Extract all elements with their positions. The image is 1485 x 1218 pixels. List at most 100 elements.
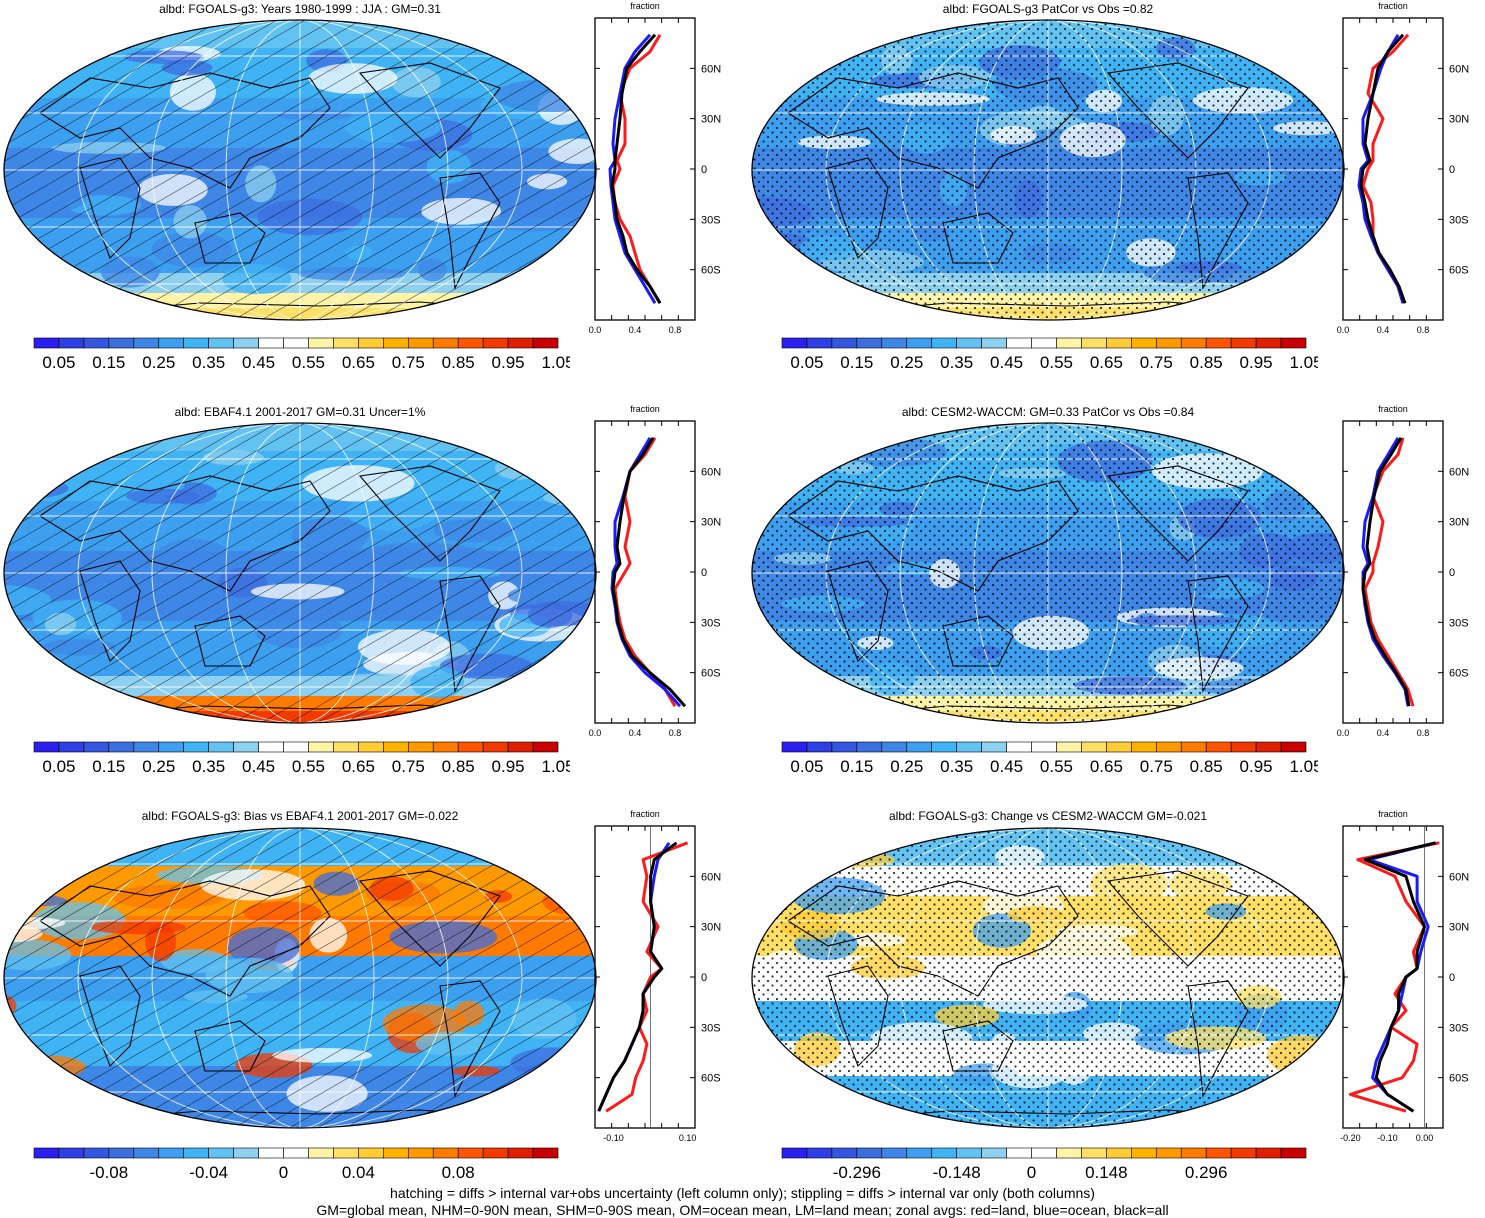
x-tick-label: 0.8 — [1417, 325, 1430, 335]
zonal-plot-3: fraction 60N 30N 0 30S 60S 0.0 0.4 0.8 — [589, 404, 721, 738]
zonal-axis-title: fraction — [1378, 1, 1408, 11]
panel-title-4: albd: CESM2-WACCM: GM=0.33 PatCor vs Obs… — [901, 405, 1195, 419]
colorbar-label: 0.04 — [342, 1163, 375, 1182]
colorbar-label: 0.65 — [1090, 757, 1123, 776]
map-panel-6 — [751, 827, 1345, 1129]
zonal-series-ocean — [610, 437, 682, 708]
colorbar-label: 1.05 — [1289, 757, 1318, 776]
colorbar-label: 0.35 — [192, 353, 225, 372]
x-tick-label: 0.0 — [1337, 728, 1350, 738]
zonal-series-ocean — [1367, 841, 1436, 1113]
lat-tick-label: 30N — [1449, 517, 1469, 529]
zonal-axis-title: fraction — [630, 404, 660, 414]
zonal-axis-title: fraction — [630, 1, 660, 11]
x-tick-label: -0.20 — [1340, 1133, 1361, 1143]
zonal-series-ocean — [608, 33, 657, 304]
colorbar-label: 0.05 — [42, 353, 75, 372]
colorbar-label: 0.45 — [990, 353, 1023, 372]
colorbar-label: 0.95 — [1240, 757, 1273, 776]
lat-tick-label: 60S — [701, 1073, 721, 1085]
colorbar-label: 0.25 — [890, 757, 923, 776]
x-tick-label: 0.00 — [1416, 1133, 1434, 1143]
colorbar-label: 1.05 — [541, 757, 570, 776]
colorbar-6: -0.296 -0.148 0 0.148 0.296 — [781, 1147, 1307, 1182]
colorbar-label: 0.85 — [1190, 757, 1223, 776]
colorbar-3: 0.05 0.15 0.25 0.35 0.45 0.55 0.65 0.75 0.85 0.95… — [33, 741, 570, 776]
lat-tick-label: 60S — [1449, 668, 1469, 680]
map-panel-4 — [751, 422, 1345, 724]
zonal-series-all — [611, 437, 687, 708]
colorbar-label: 0.95 — [1240, 353, 1273, 372]
zonal-series-land — [1348, 841, 1440, 1113]
colorbar-label: 0.25 — [142, 757, 175, 776]
colorbar-label: 0.65 — [342, 353, 375, 372]
colorbar-label: -0.08 — [89, 1163, 128, 1182]
panel-title-2: albd: FGOALS-g3 PatCor vs Obs =0.82 — [942, 2, 1154, 16]
colorbar-label: 0.95 — [492, 757, 525, 776]
lat-tick-label: 60N — [1449, 871, 1469, 883]
lat-tick-label: 60N — [701, 466, 721, 478]
lat-tick-label: 60N — [1449, 63, 1469, 75]
colorbar-label: 0.55 — [1040, 353, 1073, 372]
lat-tick-label: 30S — [1449, 617, 1469, 629]
zonal-series-all — [1361, 437, 1411, 707]
colorbar-label: 0.75 — [392, 757, 425, 776]
lat-tick-label: 0 — [1449, 164, 1455, 176]
colorbar-label: 0.85 — [442, 757, 475, 776]
lat-tick-label: 60S — [701, 668, 721, 680]
zonal-plot-1: fraction 60N 30N 0 30S 60S 0.0 0.4 0.8 — [589, 1, 721, 335]
colorbar-label: 0.65 — [342, 757, 375, 776]
x-tick-label: 0.0 — [1337, 325, 1350, 335]
lat-tick-label: 30S — [701, 617, 721, 629]
colorbar-4: 0.05 0.15 0.25 0.35 0.45 0.55 0.65 0.75 0.85 0.95… — [781, 741, 1318, 776]
colorbar-label: 0 — [279, 1163, 288, 1182]
colorbar-label: 0.15 — [840, 353, 873, 372]
lat-tick-label: 60S — [1449, 265, 1469, 277]
colorbar-label: 0.75 — [1140, 757, 1173, 776]
x-tick-label: 0.4 — [629, 325, 642, 335]
colorbar-label: 0.65 — [1090, 353, 1123, 372]
lat-tick-label: 0 — [701, 567, 707, 579]
lat-tick-label: 30N — [701, 922, 721, 934]
x-tick-label: 0.8 — [1417, 728, 1430, 738]
colorbar-label: 0.55 — [1040, 757, 1073, 776]
footer-note-2: GM=global mean, NHM=0-90N mean, SHM=0-90… — [316, 1202, 1169, 1218]
zonal-series-land — [613, 437, 677, 707]
zonal-plot-5: fraction 60N 30N 0 30S 60S -0.10 0.10 — [594, 809, 721, 1143]
panel-title-1: albd: FGOALS-g3: Years 1980-1999 : JJA :… — [159, 2, 441, 16]
zonal-series-ocean — [1357, 34, 1405, 304]
colorbar-label: 0.05 — [790, 353, 823, 372]
x-tick-label: 0.4 — [629, 728, 642, 738]
zonal-series-land — [611, 34, 662, 304]
lat-tick-label: 60N — [1449, 466, 1469, 478]
panel-title-5: albd: FGOALS-g3: Bias vs EBAF4.1 2001-20… — [141, 809, 459, 823]
lat-tick-label: 30N — [701, 517, 721, 529]
colorbar-label: 0.08 — [442, 1163, 475, 1182]
colorbar-label: -0.296 — [833, 1163, 881, 1182]
colorbar-label: 0.75 — [1140, 353, 1173, 372]
zonal-series-all — [1363, 841, 1436, 1113]
zonal-axis-title: fraction — [1378, 809, 1408, 819]
lat-tick-label: 30N — [1449, 114, 1469, 126]
footer-note-1: hatching = diffs > internal var+obs unce… — [390, 1185, 1095, 1201]
lat-tick-label: 60S — [701, 265, 721, 277]
colorbar-label: -0.04 — [189, 1163, 228, 1182]
colorbar-2: 0.05 0.15 0.25 0.35 0.45 0.55 0.65 0.75 0.85 0.95… — [781, 337, 1318, 372]
lat-tick-label: 30S — [701, 214, 721, 226]
colorbar-label: 0.15 — [840, 757, 873, 776]
colorbar-label: 0.148 — [1085, 1163, 1128, 1182]
colorbar-label: 0.85 — [442, 353, 475, 372]
colorbar-label: 0.05 — [42, 757, 75, 776]
colorbar-label: 0.05 — [790, 757, 823, 776]
colorbar-label: 0.25 — [142, 353, 175, 372]
lat-tick-label: 30S — [1449, 214, 1469, 226]
panel-title-6: albd: FGOALS-g3: Change vs CESM2-WACCM G… — [889, 809, 1207, 823]
colorbar-label: 0.25 — [890, 353, 923, 372]
colorbar-label: 1.05 — [541, 353, 570, 372]
lat-tick-label: 30S — [1449, 1022, 1469, 1034]
x-tick-label: -0.10 — [603, 1133, 624, 1143]
colorbar-label: 0 — [1027, 1163, 1036, 1182]
colorbar-label: 0.45 — [242, 353, 275, 372]
zonal-series-all — [610, 33, 662, 304]
colorbar-label: 0.35 — [940, 353, 973, 372]
